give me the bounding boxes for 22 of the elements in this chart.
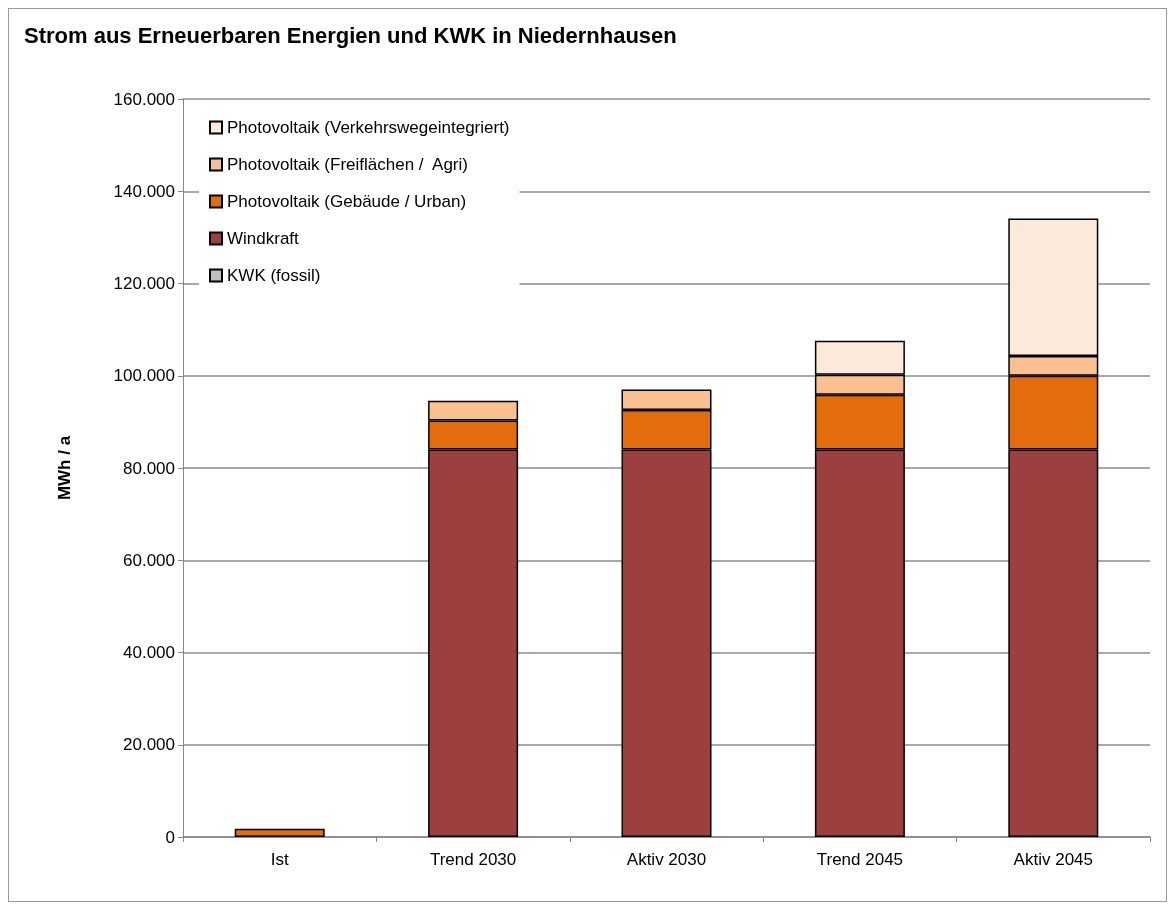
y-axis-title: MWh / a xyxy=(55,435,74,501)
legend-label: Windkraft xyxy=(227,229,300,248)
bar xyxy=(234,828,325,837)
x-tick-label: Trend 2045 xyxy=(816,850,904,869)
x-tick-label: Aktiv 2045 xyxy=(1013,850,1093,869)
legend-label: Photovoltaik (Freiflächen / Agri) xyxy=(227,155,468,174)
y-tick-label: 80.000 xyxy=(123,458,175,478)
y-tick-label: 20.000 xyxy=(123,735,175,755)
x-tick-label: Aktiv 2030 xyxy=(626,850,707,869)
y-tick-label: 40.000 xyxy=(123,643,175,662)
x-tick-label: Ist xyxy=(270,850,289,869)
y-tick-label: 60.000 xyxy=(123,550,175,570)
y-tick-label: 140.000 xyxy=(113,181,175,201)
legend-label: KWK (fossil) xyxy=(227,266,321,285)
x-tick-label: Trend 2030 xyxy=(429,850,517,869)
legend-label: Photovoltaik (Verkehrswegeintegriert) xyxy=(227,118,510,137)
legend-label: Photovoltaik (Gebäude / Urban) xyxy=(227,192,467,211)
y-tick-label: 0 xyxy=(165,827,175,847)
chart-title: Strom aus Erneuerbaren Energien und KWK in Niedernhausen xyxy=(24,22,677,48)
y-tick-label: 120.000 xyxy=(113,274,175,293)
y-tick-label: 160.000 xyxy=(113,89,175,109)
y-tick-label: 100.000 xyxy=(113,366,175,386)
